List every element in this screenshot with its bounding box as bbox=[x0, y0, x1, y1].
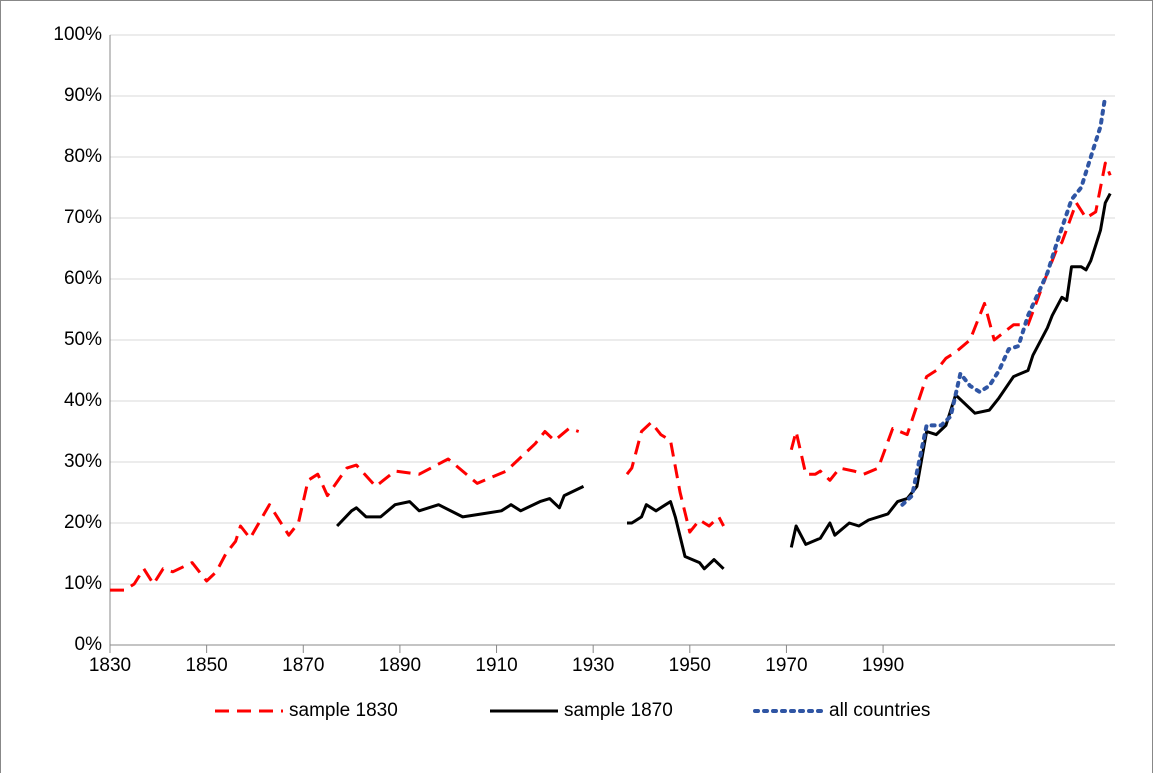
x-tick-label: 1870 bbox=[282, 655, 324, 676]
x-tick-label: 1990 bbox=[862, 655, 904, 676]
x-tick-label: 1950 bbox=[669, 655, 711, 676]
y-tick-label: 40% bbox=[64, 390, 102, 411]
y-tick-label: 60% bbox=[64, 268, 102, 289]
x-tick-label: 1830 bbox=[89, 655, 131, 676]
y-tick-label: 0% bbox=[75, 634, 103, 655]
y-tick-label: 20% bbox=[64, 512, 102, 533]
x-tick-label: 1930 bbox=[572, 655, 614, 676]
x-tick-label: 1970 bbox=[765, 655, 807, 676]
series-line bbox=[900, 94, 1108, 507]
y-tick-label: 70% bbox=[64, 207, 102, 228]
y-tick-label: 100% bbox=[53, 24, 102, 45]
y-tick-label: 80% bbox=[64, 146, 102, 167]
x-tick-label: 1850 bbox=[185, 655, 227, 676]
y-tick-label: 30% bbox=[64, 451, 102, 472]
x-tick-label: 1890 bbox=[379, 655, 421, 676]
series-line bbox=[110, 161, 1112, 592]
series-line bbox=[336, 192, 1112, 571]
legend-label: all countries bbox=[829, 700, 930, 721]
x-tick-label: 1910 bbox=[475, 655, 517, 676]
y-tick-label: 90% bbox=[64, 85, 102, 106]
y-tick-label: 10% bbox=[64, 573, 102, 594]
y-tick-label: 50% bbox=[64, 329, 102, 350]
legend-label: sample 1870 bbox=[564, 700, 673, 721]
legend-label: sample 1830 bbox=[289, 700, 398, 721]
